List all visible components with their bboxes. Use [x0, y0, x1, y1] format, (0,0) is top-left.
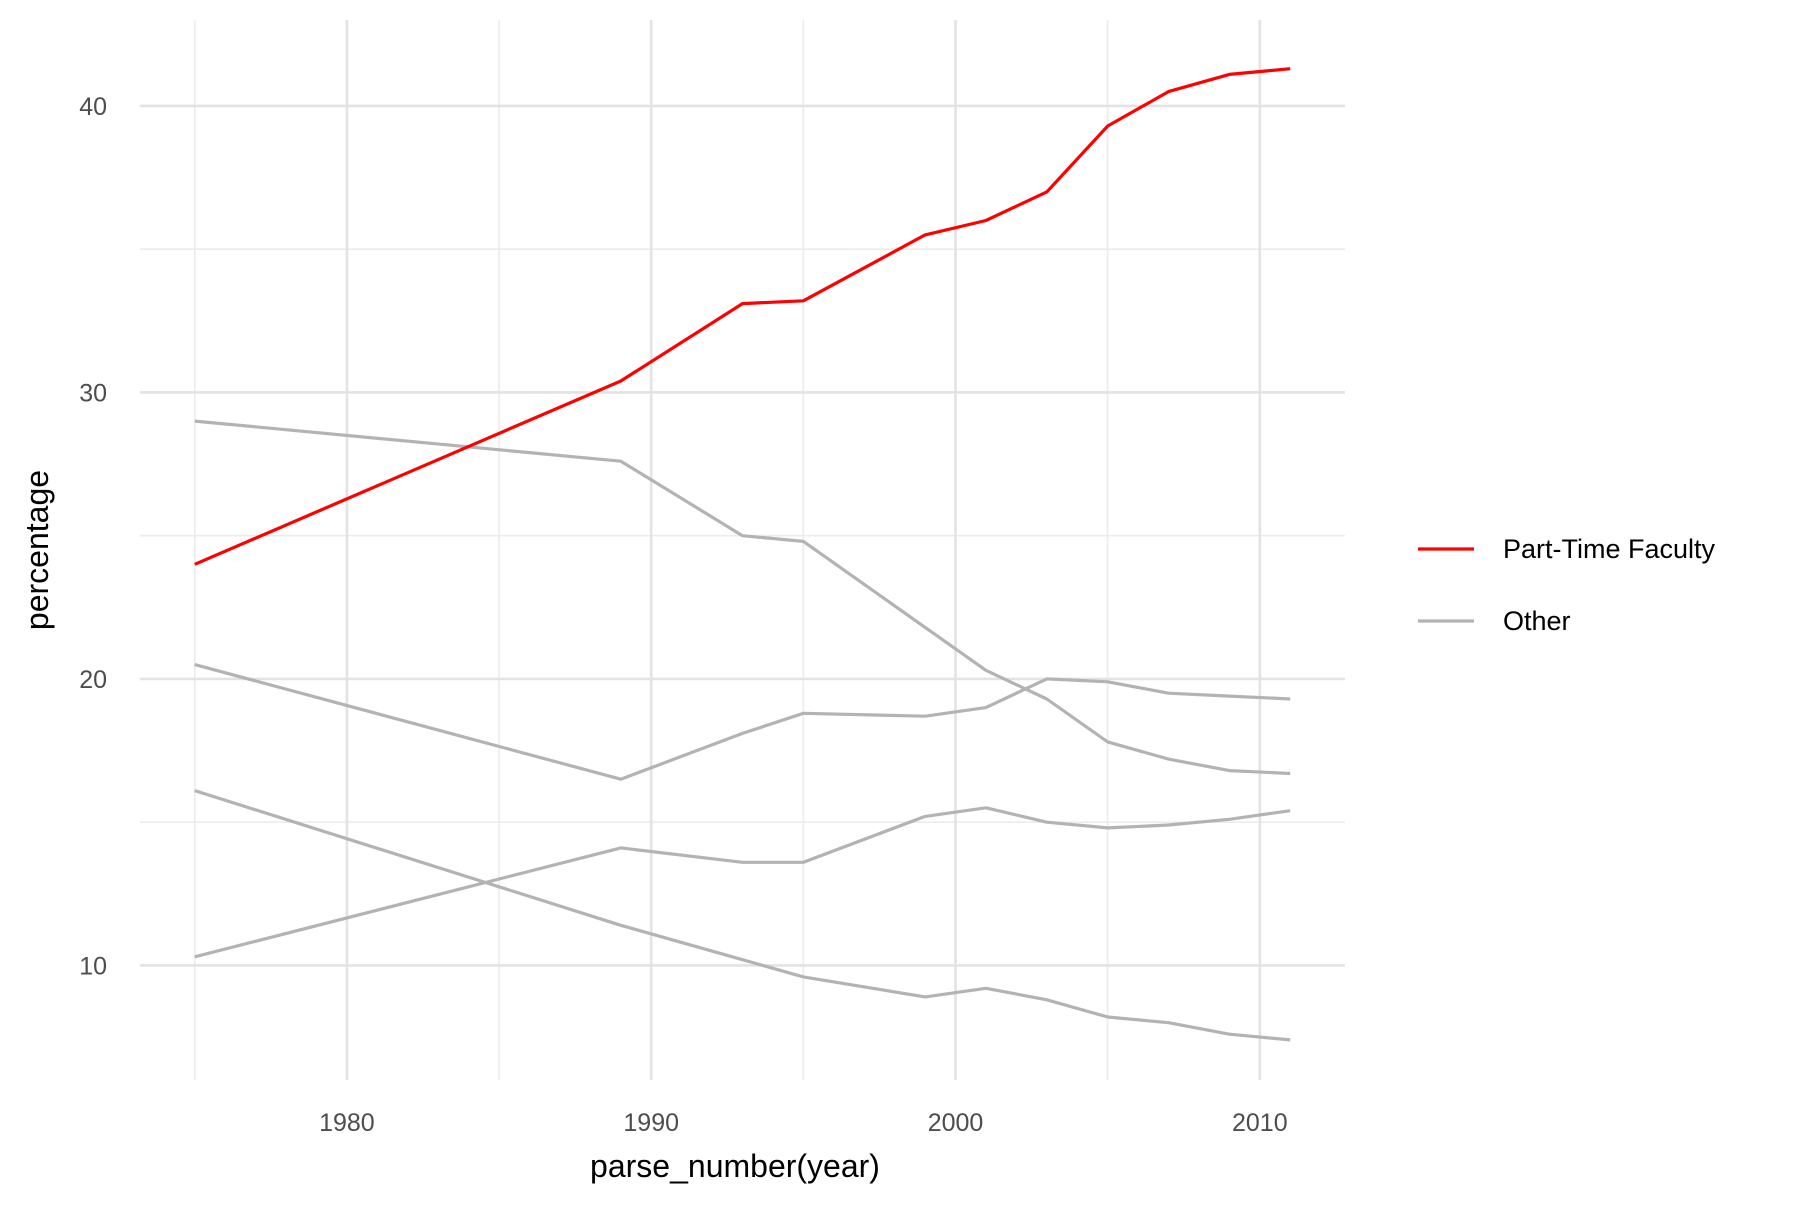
x-tick-label-2: 2000	[928, 1109, 984, 1137]
series-line-3	[194, 806, 1291, 959]
y-tick-label-3: 40	[79, 93, 107, 121]
y-tick-label-2: 30	[79, 379, 107, 407]
legend: Part-Time Faculty Other	[1418, 534, 1716, 636]
x-tick-label-0: 1980	[319, 1109, 375, 1137]
y-tick-label-0: 10	[79, 952, 107, 980]
series-line-2	[194, 663, 1291, 781]
series-line-4	[194, 789, 1291, 1042]
legend-label-0: Part-Time Faculty	[1503, 534, 1716, 564]
x-tick-label-1: 1990	[623, 1109, 679, 1137]
y-axis-ticks: 10 20 30 40	[79, 93, 107, 980]
legend-label-1: Other	[1503, 606, 1571, 636]
y-tick-label-1: 20	[79, 666, 107, 694]
y-axis-title: percentage	[19, 470, 55, 630]
x-axis-title: parse_number(year)	[590, 1148, 880, 1184]
legend-item-0: Part-Time Faculty	[1418, 534, 1716, 564]
series-lines	[194, 67, 1291, 1042]
x-axis-ticks: 1980 1990 2000 2010	[319, 1109, 1288, 1137]
grid	[140, 20, 1345, 1080]
series-line-0	[194, 67, 1291, 566]
x-tick-label-3: 2010	[1232, 1109, 1288, 1137]
legend-item-1: Other	[1418, 606, 1571, 636]
series-line-1	[194, 419, 1291, 776]
